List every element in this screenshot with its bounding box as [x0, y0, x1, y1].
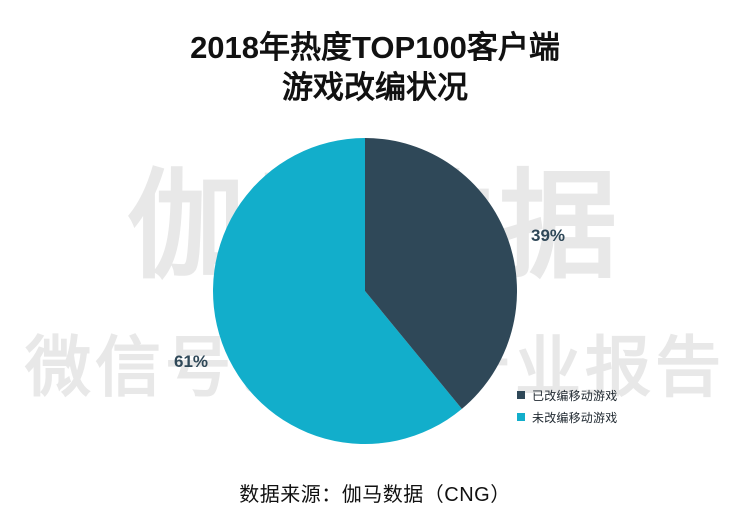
legend-item-transformed[interactable]: 已改编移动游戏: [517, 384, 677, 406]
legend-swatch-teal: [517, 413, 525, 421]
chart-legend: 已改编移动游戏 未改编移动游戏: [517, 384, 677, 428]
chart-title-line-1: 2018年热度TOP100客户端: [190, 30, 560, 65]
pie-chart: [213, 138, 517, 444]
pie-label-61-percent: 61%: [174, 352, 209, 371]
chart-title: 2018年热度TOP100客户端 游戏改编状况: [0, 28, 750, 109]
pie-slice-untransformed-mobile-game[interactable]: [213, 138, 462, 444]
pie-slice-transformed-mobile-game[interactable]: [365, 138, 517, 409]
pie-chart-svg: [213, 138, 517, 444]
legend-swatch-dark: [517, 391, 525, 399]
pie-label-39-percent: 39%: [531, 226, 566, 245]
legend-item-untransformed[interactable]: 未改编移动游戏: [517, 406, 677, 428]
source-note: 数据来源：伽马数据（CNG）: [239, 484, 511, 506]
legend-label-transformed: 已改编移动游戏: [532, 388, 618, 403]
chart-title-line-2: 游戏改编状况: [282, 70, 468, 106]
legend-label-untransformed: 未改编移动游戏: [532, 410, 618, 425]
